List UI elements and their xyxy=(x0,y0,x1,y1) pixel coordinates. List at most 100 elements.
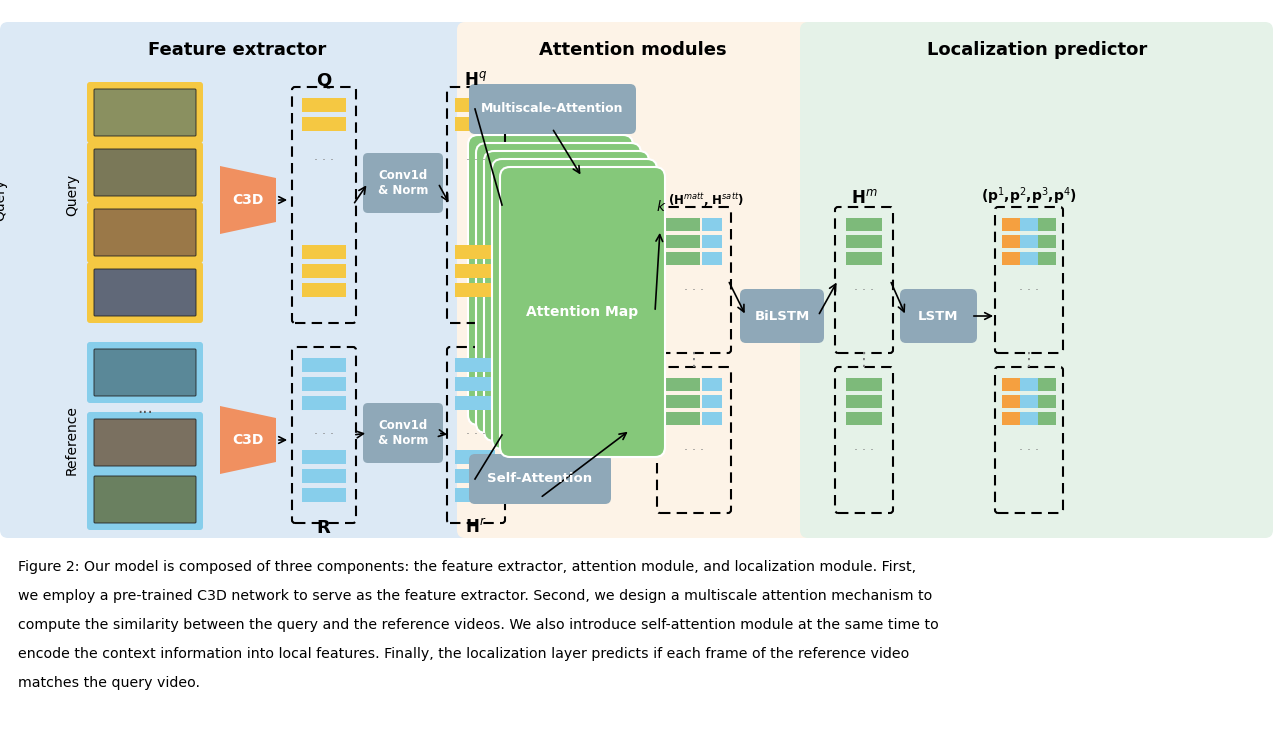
Polygon shape xyxy=(220,166,276,234)
FancyBboxPatch shape xyxy=(454,264,495,278)
FancyBboxPatch shape xyxy=(94,149,196,196)
FancyBboxPatch shape xyxy=(1037,412,1055,425)
FancyBboxPatch shape xyxy=(665,235,700,248)
Text: Figure 2: Our model is composed of three components: the feature extractor, atte: Figure 2: Our model is composed of three… xyxy=(18,560,917,574)
Text: · · ·: · · · xyxy=(684,283,704,297)
FancyBboxPatch shape xyxy=(94,209,196,256)
FancyBboxPatch shape xyxy=(665,395,700,408)
Text: $\mathbf{H}^m$: $\mathbf{H}^m$ xyxy=(850,189,877,207)
Text: compute the similarity between the query and the reference videos. We also intro: compute the similarity between the query… xyxy=(18,618,938,632)
Text: encode the context information into local features. Finally, the localization la: encode the context information into loca… xyxy=(18,647,909,661)
FancyBboxPatch shape xyxy=(87,262,202,323)
FancyBboxPatch shape xyxy=(94,476,196,523)
FancyBboxPatch shape xyxy=(1002,395,1020,408)
Text: · · ·: · · · xyxy=(1018,283,1039,297)
Text: · · ·: · · · xyxy=(314,429,334,441)
Text: Reference: Reference xyxy=(65,405,79,475)
FancyBboxPatch shape xyxy=(302,98,346,112)
Text: Query: Query xyxy=(0,179,6,221)
FancyBboxPatch shape xyxy=(94,419,196,466)
Text: Conv1d
& Norm: Conv1d & Norm xyxy=(378,419,428,447)
Text: Conv1d
& Norm: Conv1d & Norm xyxy=(378,169,428,197)
FancyBboxPatch shape xyxy=(491,159,657,449)
FancyBboxPatch shape xyxy=(87,142,202,203)
FancyBboxPatch shape xyxy=(94,349,196,396)
FancyBboxPatch shape xyxy=(94,89,196,136)
FancyBboxPatch shape xyxy=(363,153,443,213)
FancyBboxPatch shape xyxy=(500,167,665,457)
Text: BiLSTM: BiLSTM xyxy=(755,309,810,323)
FancyBboxPatch shape xyxy=(701,252,722,265)
FancyBboxPatch shape xyxy=(847,395,882,408)
FancyBboxPatch shape xyxy=(740,289,824,343)
Text: C3D: C3D xyxy=(232,193,264,207)
Text: ⋮: ⋮ xyxy=(685,351,703,369)
FancyBboxPatch shape xyxy=(468,454,611,504)
FancyBboxPatch shape xyxy=(1037,218,1055,231)
Text: k: k xyxy=(657,200,665,214)
FancyBboxPatch shape xyxy=(701,378,722,391)
FancyBboxPatch shape xyxy=(1020,235,1037,248)
Text: · · ·: · · · xyxy=(854,283,875,297)
FancyBboxPatch shape xyxy=(302,117,346,131)
FancyBboxPatch shape xyxy=(701,395,722,408)
FancyBboxPatch shape xyxy=(701,218,722,231)
Polygon shape xyxy=(220,406,276,474)
FancyBboxPatch shape xyxy=(468,84,636,134)
FancyBboxPatch shape xyxy=(847,412,882,425)
FancyBboxPatch shape xyxy=(0,22,470,538)
Text: LSTM: LSTM xyxy=(918,309,959,323)
FancyBboxPatch shape xyxy=(302,488,346,502)
FancyBboxPatch shape xyxy=(1037,378,1055,391)
Text: C3D: C3D xyxy=(232,433,264,447)
Text: ($\mathbf{H}^{matt}$, $\mathbf{H}^{satt}$): ($\mathbf{H}^{matt}$, $\mathbf{H}^{satt}… xyxy=(668,191,745,209)
FancyBboxPatch shape xyxy=(1020,395,1037,408)
Text: Multiscale-Attention: Multiscale-Attention xyxy=(481,103,624,116)
FancyBboxPatch shape xyxy=(847,218,882,231)
FancyBboxPatch shape xyxy=(94,269,196,316)
FancyBboxPatch shape xyxy=(1037,235,1055,248)
Text: Localization predictor: Localization predictor xyxy=(927,41,1147,59)
Text: · · ·: · · · xyxy=(466,429,486,441)
FancyBboxPatch shape xyxy=(454,488,495,502)
FancyBboxPatch shape xyxy=(454,469,495,483)
FancyBboxPatch shape xyxy=(87,412,202,473)
Text: $\mathbf{Q}$: $\mathbf{Q}$ xyxy=(316,71,332,89)
Text: $\mathbf{H}^r$: $\mathbf{H}^r$ xyxy=(465,519,486,537)
FancyBboxPatch shape xyxy=(701,412,722,425)
FancyBboxPatch shape xyxy=(1020,412,1037,425)
FancyBboxPatch shape xyxy=(363,403,443,463)
FancyBboxPatch shape xyxy=(847,378,882,391)
FancyBboxPatch shape xyxy=(454,450,495,464)
FancyBboxPatch shape xyxy=(665,378,700,391)
Text: ...: ... xyxy=(137,399,153,417)
FancyBboxPatch shape xyxy=(302,377,346,391)
Text: · · ·: · · · xyxy=(1018,444,1039,457)
FancyBboxPatch shape xyxy=(457,22,813,538)
FancyBboxPatch shape xyxy=(302,450,346,464)
FancyBboxPatch shape xyxy=(1002,218,1020,231)
FancyBboxPatch shape xyxy=(87,469,202,530)
FancyBboxPatch shape xyxy=(847,252,882,265)
Text: ⋮: ⋮ xyxy=(855,351,873,369)
FancyBboxPatch shape xyxy=(87,82,202,143)
Text: ($\mathbf{p}^1$,$\mathbf{p}^2$,$\mathbf{p}^3$,$\mathbf{p}^4$): ($\mathbf{p}^1$,$\mathbf{p}^2$,$\mathbf{… xyxy=(981,185,1077,207)
Text: $\mathbf{H}^q$: $\mathbf{H}^q$ xyxy=(465,71,488,89)
Text: · · ·: · · · xyxy=(314,154,334,167)
FancyBboxPatch shape xyxy=(454,283,495,297)
FancyBboxPatch shape xyxy=(665,218,700,231)
Text: · · ·: · · · xyxy=(854,444,875,457)
Text: · · ·: · · · xyxy=(684,444,704,457)
Text: Self-Attention: Self-Attention xyxy=(488,472,592,486)
FancyBboxPatch shape xyxy=(1037,395,1055,408)
FancyBboxPatch shape xyxy=(1002,252,1020,265)
FancyBboxPatch shape xyxy=(1037,252,1055,265)
FancyBboxPatch shape xyxy=(302,283,346,297)
FancyBboxPatch shape xyxy=(799,22,1273,538)
Text: Feature extractor: Feature extractor xyxy=(148,41,326,59)
FancyBboxPatch shape xyxy=(665,252,700,265)
FancyBboxPatch shape xyxy=(454,377,495,391)
FancyBboxPatch shape xyxy=(87,202,202,263)
Text: we employ a pre-trained C3D network to serve as the feature extractor. Second, w: we employ a pre-trained C3D network to s… xyxy=(18,589,932,603)
FancyBboxPatch shape xyxy=(454,98,495,112)
